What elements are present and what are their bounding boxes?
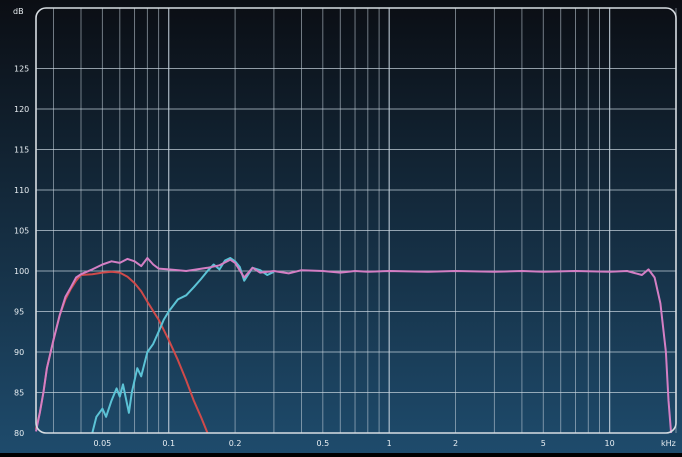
x-tick-label: 0.2 (229, 439, 242, 448)
y-tick-label: 125 (14, 65, 29, 74)
y-tick-label: 95 (14, 308, 24, 317)
series-line-3 (35, 257, 673, 434)
x-tick-label: 0.1 (162, 439, 175, 448)
y-tick-label: 120 (14, 105, 29, 114)
grid-layer (36, 8, 677, 433)
y-axis-unit-label: dB (13, 7, 24, 16)
x-tick-label: 0.5 (316, 439, 329, 448)
x-tick-label: 10 (605, 439, 615, 448)
y-tick-label: 85 (14, 389, 24, 398)
y-tick-label: 110 (14, 186, 29, 195)
x-axis-unit-label: kHz (661, 439, 676, 448)
axis-label-layer: dB kHz (13, 7, 676, 448)
y-tick-label: 90 (14, 348, 24, 357)
y-tick-label: 115 (14, 146, 29, 155)
x-tick-label: 5 (541, 439, 546, 448)
x-tick-label: 1 (387, 439, 392, 448)
x-tick-label: 0.05 (93, 439, 111, 448)
y-tick-label: 105 (14, 227, 29, 236)
y-tick-label: 100 (14, 267, 29, 276)
plot-frame (35, 7, 677, 434)
series-line-2 (91, 257, 275, 434)
x-tick-label: 2 (453, 439, 458, 448)
y-tick-label: 80 (14, 429, 24, 438)
series-layer (35, 257, 673, 434)
